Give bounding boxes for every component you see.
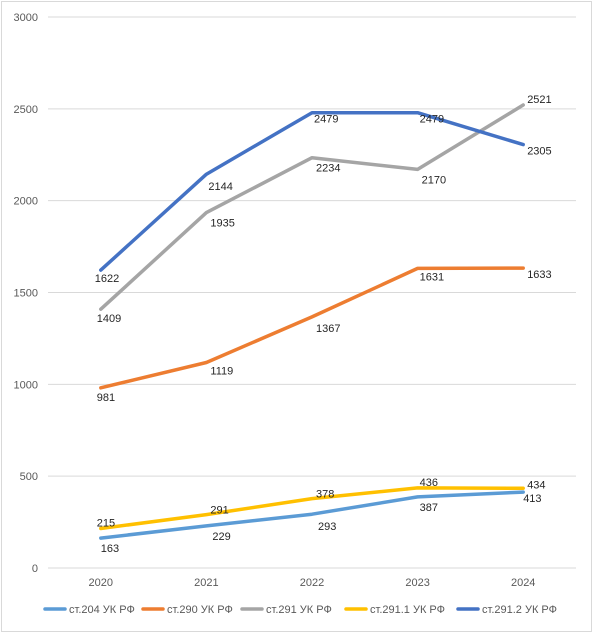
series-line: [99, 266, 525, 390]
data-label: 1409: [97, 313, 121, 325]
data-label: 981: [97, 392, 115, 404]
legend-label: ст.204 УК РФ: [69, 604, 135, 616]
data-label: 413: [523, 493, 541, 505]
series-line: [99, 486, 525, 531]
data-label: 215: [97, 518, 115, 530]
data-labels: 163 229 293 387 413 981 1119 1367 1631 1633 1409 19…: [95, 94, 552, 555]
data-label: 378: [316, 489, 334, 501]
data-label: 434: [527, 479, 545, 491]
legend-label: ст.291 УК РФ: [266, 604, 332, 616]
legend-label: ст.291.2 УК РФ: [482, 604, 557, 616]
legend: ст.204 УК РФ ст.290 УК РФ ст.291 УК РФ ст.2…: [43, 604, 557, 616]
y-tick-label: 500: [20, 471, 38, 483]
series-line: [99, 110, 525, 272]
data-label: 1935: [210, 218, 234, 230]
data-label: 1622: [95, 273, 119, 285]
x-axis: 2020 2021 2022 2023 2024: [89, 577, 536, 589]
data-label: 436: [420, 477, 438, 489]
x-tick-label: 2022: [300, 577, 324, 589]
gridlines: [48, 16, 576, 569]
y-tick-label: 3000: [14, 12, 38, 24]
legend-label: ст.290 УК РФ: [167, 604, 233, 616]
y-axis: 0 500 1000 1500 2000 2500 3000: [14, 12, 38, 575]
data-label: 1633: [527, 269, 551, 281]
y-tick-label: 1500: [14, 288, 38, 300]
data-label: 2144: [208, 181, 232, 193]
data-label: 293: [318, 521, 336, 533]
data-label: 2305: [527, 146, 551, 158]
data-label: 2479: [314, 114, 338, 126]
data-label: 1119: [210, 365, 233, 377]
x-tick-label: 2024: [511, 577, 535, 589]
data-label: 1367: [316, 323, 340, 335]
x-tick-label: 2021: [194, 577, 218, 589]
y-tick-label: 0: [32, 563, 38, 575]
legend-label: ст.291.1 УК РФ: [370, 604, 445, 616]
x-tick-label: 2020: [89, 577, 113, 589]
data-label: 163: [101, 543, 119, 555]
data-label: 2521: [527, 94, 551, 106]
x-tick-label: 2023: [405, 577, 429, 589]
y-tick-label: 2000: [14, 196, 38, 208]
data-label: 229: [212, 531, 230, 543]
data-label: 1631: [420, 271, 444, 283]
data-label: 291: [210, 505, 228, 517]
data-label: 2234: [316, 163, 340, 175]
data-label: 2170: [422, 174, 446, 186]
data-label: 387: [420, 502, 438, 514]
data-label: 2479: [420, 114, 444, 126]
series-lines: [99, 103, 525, 540]
y-tick-label: 1000: [14, 379, 38, 391]
series-line: [99, 490, 525, 540]
y-tick-label: 2500: [14, 104, 38, 116]
series-line: [99, 103, 525, 311]
